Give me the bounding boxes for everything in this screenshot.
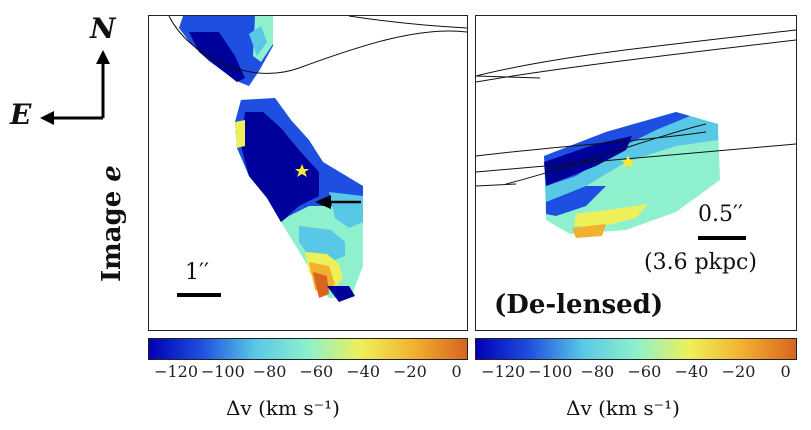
colorbar-tick: −20 [721, 362, 756, 381]
scale-physical-label: (3.6 pkpc) [644, 250, 757, 275]
colorbar-tick: −80 [580, 362, 615, 381]
colorbar-right [475, 338, 797, 360]
arrow-icon [315, 195, 361, 209]
image-plane-panel: 1′′ [148, 15, 468, 331]
colorbar-tick: −120 [481, 362, 526, 381]
colorbar-tick: −80 [252, 362, 287, 381]
centroid-star-icon [295, 164, 309, 177]
source-plane-panel: 0.5′′ (3.6 pkpc) (De-lensed) [475, 15, 797, 331]
colorbar-ticks-left: −120 −100 −80 −60 −40 −20 0 [148, 362, 466, 382]
image-label-prefix: Image [97, 181, 127, 282]
colorbar-tick: −100 [200, 362, 245, 381]
image-label: Image e [97, 165, 127, 282]
colorbar-label-left: Δv (km s⁻¹) [226, 396, 340, 420]
colorbar-tick: 0 [780, 362, 791, 381]
colorbar-tick: −40 [674, 362, 709, 381]
colorbar-label-right: Δv (km s⁻¹) [566, 396, 680, 420]
colorbar-tick: −100 [528, 362, 573, 381]
image-plane-map [168, 16, 467, 302]
colorbar-tick: 0 [451, 362, 462, 381]
colorbar-tick: −120 [154, 362, 199, 381]
colorbar-tick: −60 [299, 362, 334, 381]
compass-arrows-icon [40, 50, 110, 125]
scale-label-left: 1′′ [185, 260, 209, 285]
north-label: N [90, 12, 116, 45]
delensed-label: (De-lensed) [494, 290, 664, 320]
source-plane-map [476, 29, 796, 240]
colorbar-tick: −60 [627, 362, 662, 381]
colorbar-left [148, 338, 468, 360]
colorbar-tick: −40 [346, 362, 380, 381]
colorbar-tick: −20 [392, 362, 427, 381]
colorbar-ticks-right: −120 −100 −80 −60 −40 −20 0 [475, 362, 795, 382]
image-label-id: e [97, 165, 127, 182]
scale-label-right: 0.5′′ [698, 202, 743, 227]
east-label: E [10, 98, 32, 131]
centroid-star-icon [621, 155, 635, 168]
